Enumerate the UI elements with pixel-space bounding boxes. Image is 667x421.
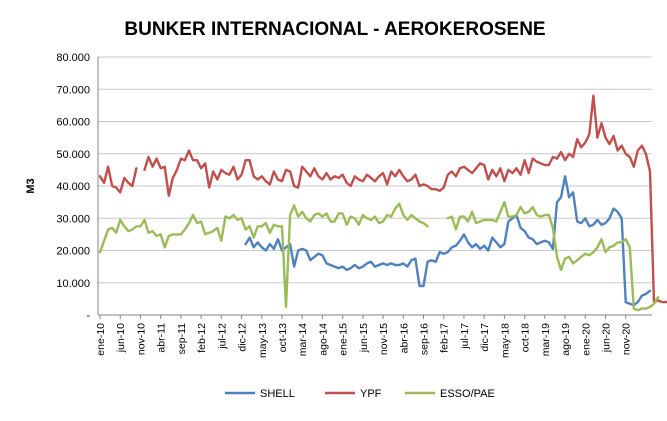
series-line-ypf — [98, 94, 667, 304]
x-tick-label: jul-17 — [459, 323, 471, 350]
legend-label-esso-pae: ESSO/PAE — [440, 388, 495, 400]
y-tick-label: 30.000 — [56, 213, 90, 225]
y-tick-label: 80.000 — [56, 52, 90, 64]
y-tick-label: 20.000 — [56, 246, 90, 258]
x-tick-label: abr-16 — [398, 323, 410, 354]
x-tick-label: dic-17 — [479, 323, 491, 352]
series-line-shell — [244, 175, 652, 307]
x-tick-label: nov-15 — [378, 323, 390, 355]
y-tick-label: 70.000 — [56, 84, 90, 96]
series-line-esso-pae — [98, 200, 660, 312]
series-lines — [98, 94, 667, 312]
x-tick-label: mar-14 — [297, 323, 309, 356]
x-tick-label: oct-18 — [520, 323, 532, 352]
chart-title: BUNKER INTERNACIONAL - AEROKEROSENE — [124, 19, 545, 40]
x-tick-label: mar-19 — [540, 323, 552, 356]
y-axis-label: M3 — [25, 178, 37, 193]
x-tick-label: ene-20 — [580, 323, 592, 356]
legend-label-ypf: YPF — [360, 388, 382, 400]
x-tick-label: may-13 — [257, 323, 269, 358]
x-tick-label: ago-19 — [560, 323, 572, 356]
x-tick-label: may-18 — [499, 323, 511, 358]
y-tick-label: 40.000 — [56, 181, 90, 193]
x-tick-label: sep-16 — [419, 323, 431, 355]
y-tick-label: 50.000 — [56, 149, 90, 161]
x-tick-label: jun-15 — [358, 323, 370, 353]
y-tick-label: - — [86, 310, 90, 322]
x-tick-label: ene-15 — [338, 323, 350, 356]
x-tick-label: jul-12 — [216, 323, 228, 350]
x-tick-label: feb-17 — [439, 323, 451, 353]
x-tick-label: ene-10 — [95, 323, 107, 356]
x-tick-label: abr-11 — [156, 323, 168, 353]
x-tick-label: sep-11 — [176, 323, 188, 354]
x-tick-label: jun-10 — [115, 323, 127, 353]
x-tick-label: oct-13 — [277, 323, 289, 352]
axes: - 10.000 20.000 30.000 40.000 50.000 60.000 70.… — [56, 52, 652, 358]
legend-label-shell: SHELL — [260, 388, 295, 400]
y-tick-label: 60.000 — [56, 117, 90, 129]
x-tick-label: nov-20 — [621, 323, 633, 355]
x-tick-label: jun-20 — [600, 323, 612, 353]
y-tick-label: 10.000 — [56, 278, 90, 290]
x-tick-label: dic-12 — [237, 323, 249, 352]
x-tick-label: ago-14 — [317, 323, 329, 356]
x-tick-label: nov-10 — [135, 323, 147, 355]
legend: SHELL YPF ESSO/PAE — [225, 388, 495, 400]
x-tick-label: feb-12 — [196, 323, 208, 353]
gridlines — [98, 56, 652, 284]
